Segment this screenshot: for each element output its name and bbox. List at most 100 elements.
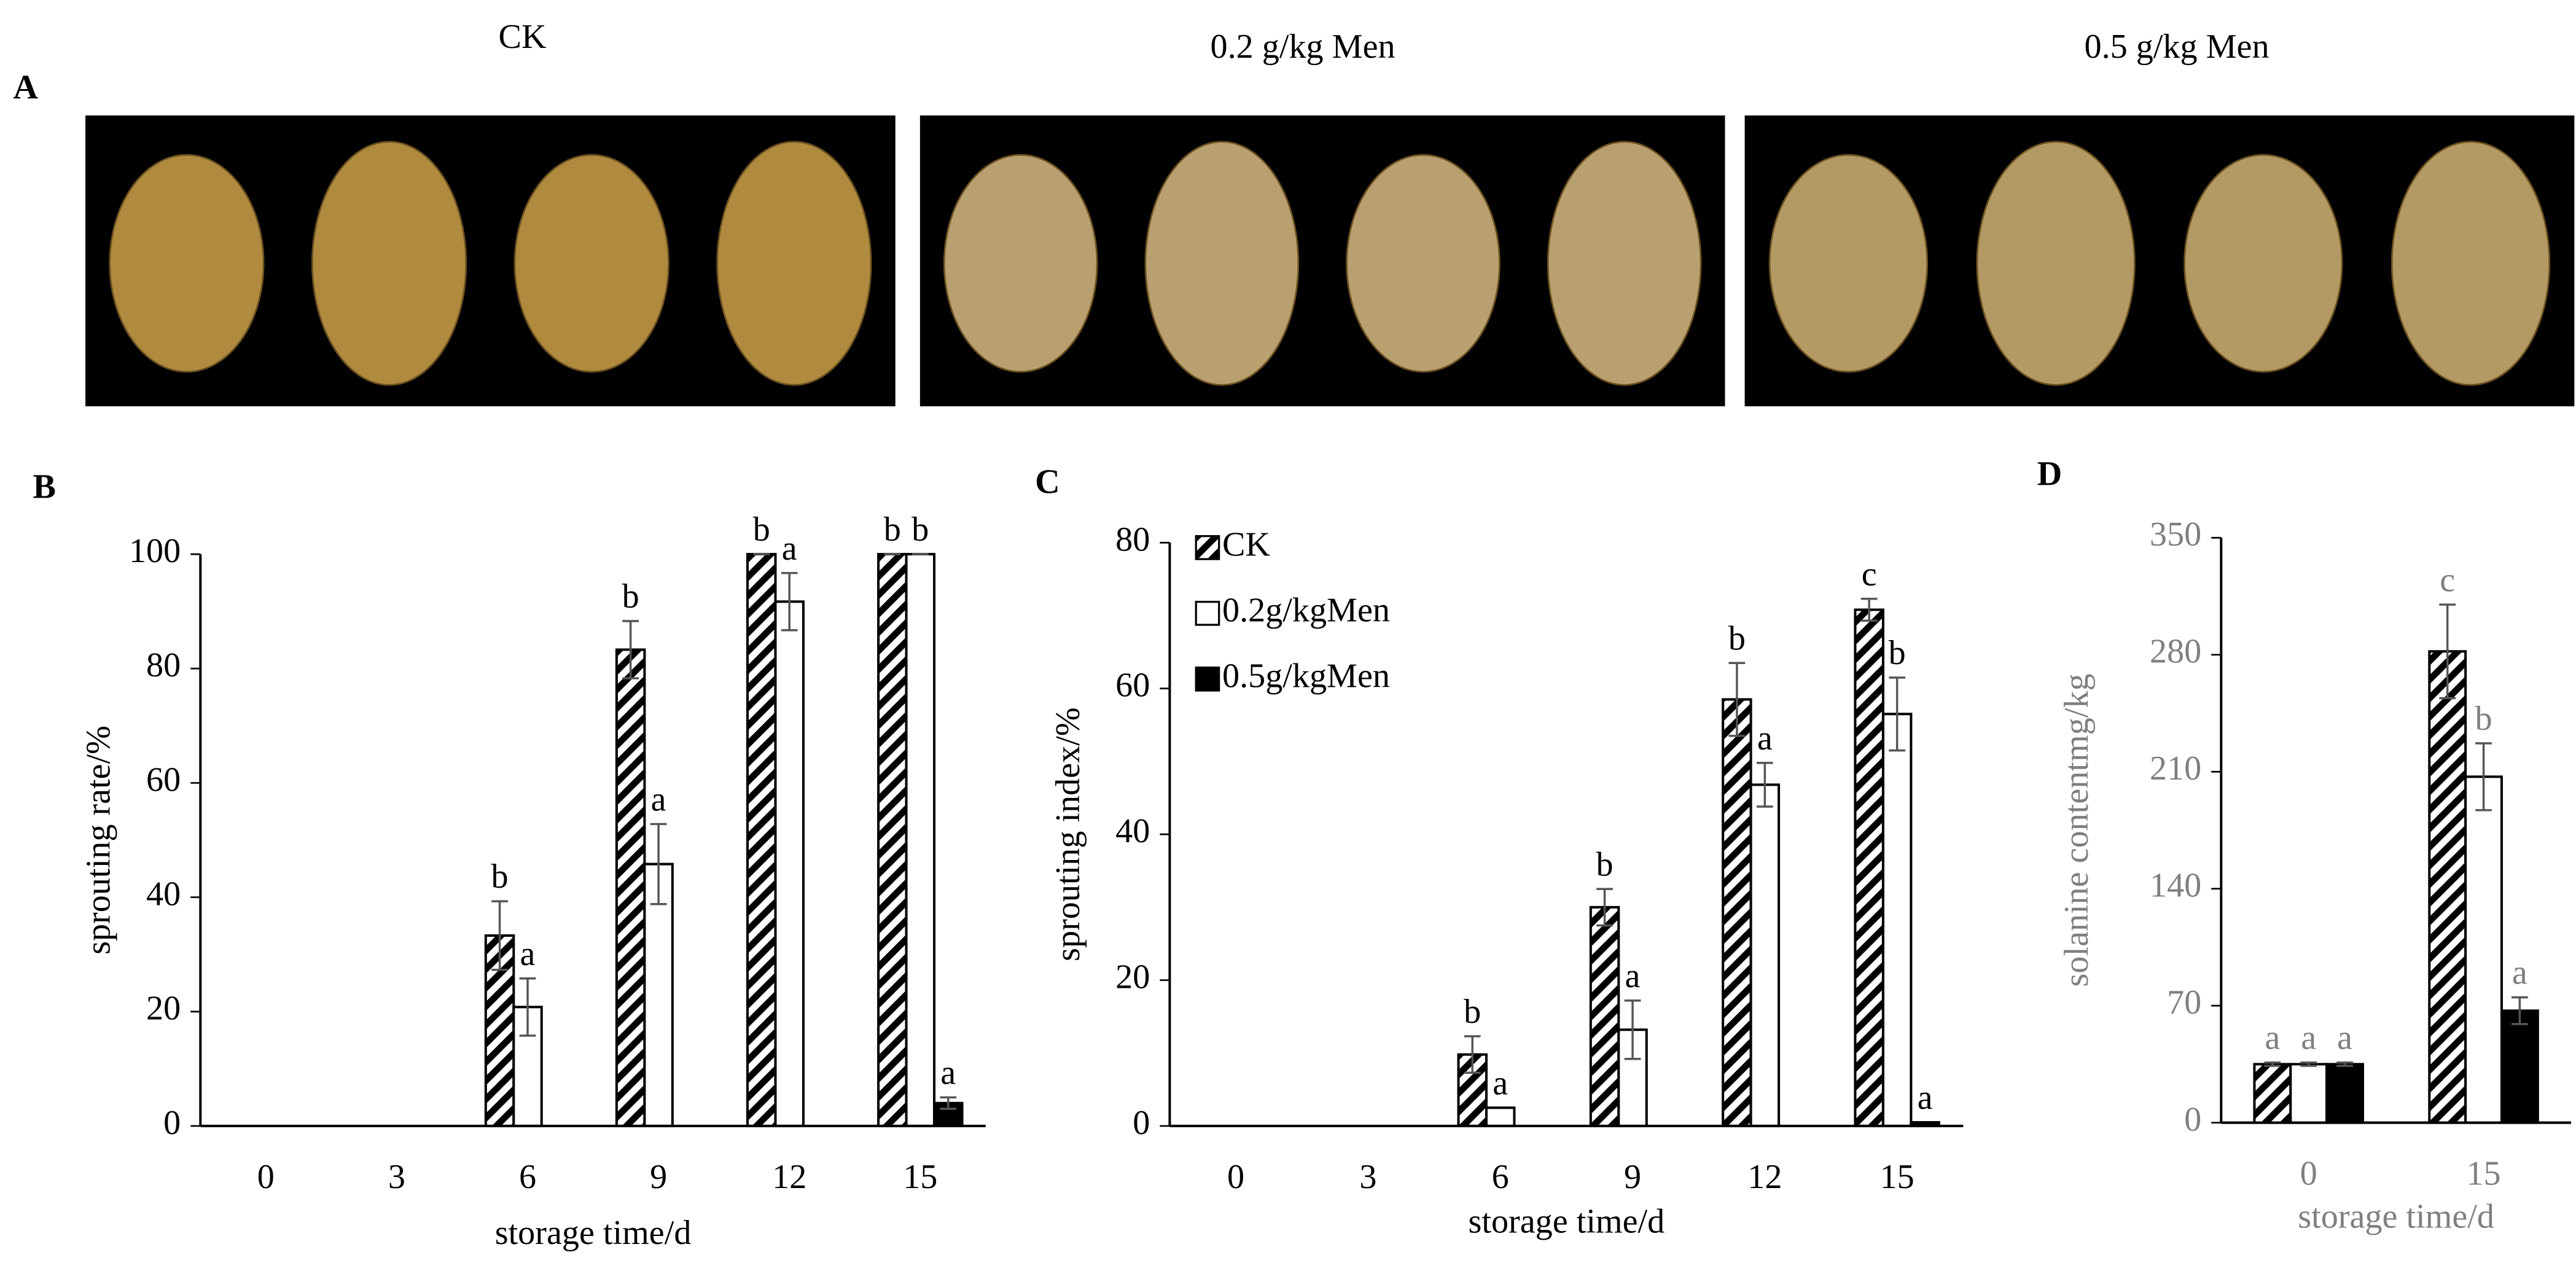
significance-letter: b [622,577,639,616]
error-bar [2336,1061,2353,1067]
potato [2391,141,2551,386]
potato [1144,141,1300,386]
significance-letter: a [520,935,536,973]
bar [877,553,908,1127]
y-tick-label: 40 [1115,812,1150,850]
y-axis-title: sprouting rate/% [80,725,118,955]
y-tick-label: 280 [2150,633,2201,671]
bar [1749,783,1781,1127]
y-tick-label: 60 [1115,667,1150,705]
error-bar [2475,742,2492,811]
legend-label: 0.2g/kgMen [1222,591,1390,629]
error-bar [650,823,667,905]
x-tick-label: 3 [1359,1158,1376,1196]
significance-letter: a [651,781,666,819]
bar [2325,1063,2364,1124]
error-bar [2300,1061,2317,1067]
error-bar [940,1096,957,1110]
error-bar [1624,999,1641,1060]
significance-letter: b [491,858,509,896]
significance-letter: b [753,510,770,549]
error-bar [1860,598,1878,622]
y-tick-label: 140 [2150,867,2201,905]
potato [1768,154,1929,373]
significance-letter: b [884,510,901,549]
photo-title: CK [499,18,547,56]
significance-letter: a [2265,1019,2280,1057]
x-tick-label: 15 [903,1158,937,1196]
y-tick-label: 40 [146,875,181,913]
panel-label: A [13,69,38,107]
legend-label: CK [1222,525,1270,563]
bar [1485,1106,1516,1127]
bar [746,553,777,1127]
bar [2428,650,2467,1124]
error-bar [781,572,798,632]
significance-letter: a [2512,954,2527,992]
potato [311,141,467,386]
significance-letter: c [2440,561,2455,599]
error-bar [1889,676,1906,752]
bar [1589,905,1620,1127]
x-tick-label: 9 [650,1158,667,1196]
x-tick-label: 9 [1624,1158,1641,1196]
significance-letter: a [940,1054,956,1092]
significance-letter: b [1889,634,1906,672]
significance-letter: a [782,530,797,568]
significance-letter: a [1918,1079,1933,1117]
error-bar [2512,996,2528,1025]
bar [615,648,646,1127]
x-tick-label: 0 [1227,1158,1244,1196]
potato [1346,154,1501,373]
significance-letter: a [1625,957,1641,995]
panel-label: C [1035,463,1060,501]
x-tick-label: 12 [1747,1158,1782,1196]
y-tick-label: 80 [1115,520,1150,558]
y-axis-title: sprouting index/% [1049,707,1087,961]
x-tick-label: 3 [388,1158,405,1196]
error-bar [1596,888,1613,927]
x-tick-label: 0 [257,1158,275,1196]
potato [1976,141,2136,386]
error-bar [2439,603,2456,700]
panel-label: D [2037,455,2063,493]
y-tick-label: 60 [146,761,181,799]
significance-letter: a [2301,1019,2316,1057]
potato [2184,154,2343,373]
photo-title: 0.2 g/kg Men [1211,28,1395,66]
y-tick-label: 350 [2150,515,2201,553]
error-bar [1464,1035,1481,1074]
y-tick-label: 70 [2167,984,2201,1022]
significance-letter: b [2475,700,2492,738]
x-tick-label: 6 [1492,1158,1509,1196]
y-tick-label: 0 [2184,1100,2201,1138]
x-tick-label: 0 [2300,1155,2317,1193]
potato [716,141,872,386]
bar [2253,1063,2292,1124]
bar [2500,1009,2539,1124]
potato [513,154,669,373]
y-tick-label: 80 [146,646,181,684]
legend-label: 0.5g/kgMen [1222,657,1390,695]
potato [1547,141,1702,386]
potato [943,154,1098,373]
x-tick-label: 12 [772,1158,806,1196]
y-tick-label: 100 [129,532,181,570]
x-tick-label: 15 [1880,1158,1914,1196]
significance-letter: b [1596,845,1614,883]
significance-letter: a [2337,1019,2352,1057]
error-bar [2264,1061,2281,1067]
significance-letter: c [1862,555,1877,593]
x-tick-label: 6 [519,1158,536,1196]
bar [2289,1063,2328,1124]
y-axis-title: solanine contentmg/kg [2058,673,2096,987]
bar [1854,608,1884,1127]
legend-swatch [1195,667,1220,692]
photo-title: 0.5 g/kg Men [2085,28,2270,66]
significance-letter: b [911,510,929,549]
x-tick-label: 15 [2466,1155,2500,1193]
panel-label: B [33,468,55,506]
y-tick-label: 210 [2150,749,2201,788]
significance-letter: b [1728,619,1746,657]
